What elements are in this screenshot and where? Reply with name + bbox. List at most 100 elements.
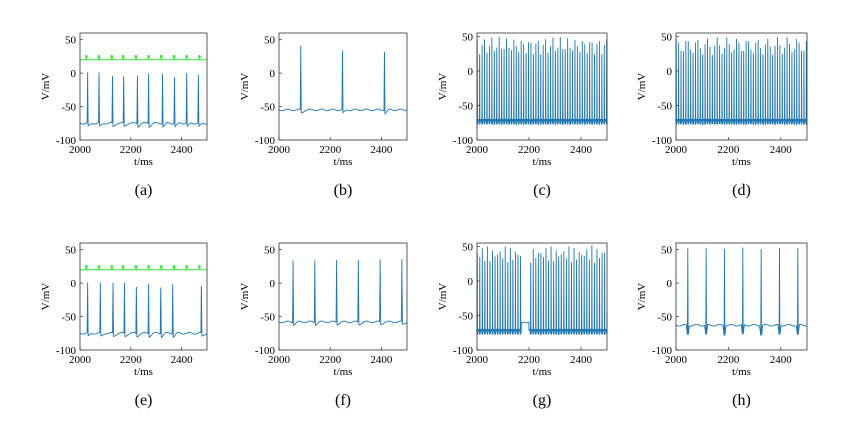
- axes-frame: [278, 32, 408, 141]
- x-tick-label: 2200: [717, 354, 740, 366]
- panel-5: -100 -50 0 50 2000 2200 2400 t/ms V/mV: [239, 242, 408, 378]
- x-tick-label: 2200: [518, 144, 541, 156]
- stimulus-pulse-marker: [134, 265, 138, 268]
- y-axis-label: V/mV: [636, 73, 648, 101]
- stimulus-pulse-marker: [159, 265, 163, 268]
- y-axis-label: V/mV: [437, 73, 449, 101]
- panel-caption-label: (b): [333, 182, 353, 199]
- stimulus-pulse-marker: [110, 55, 114, 58]
- x-tick-label: 2400: [370, 144, 393, 156]
- x-tick-label: 2400: [570, 354, 593, 366]
- y-tick-label: -100: [56, 135, 77, 147]
- y-axis-label: V/mV: [636, 283, 648, 311]
- x-tick-label: 2400: [770, 144, 793, 156]
- axes-frame: [476, 32, 608, 141]
- stimulus-pulse-marker: [159, 55, 163, 58]
- x-tick-label: 2000: [69, 354, 92, 366]
- stimulus-pulse-marker: [97, 265, 101, 268]
- stimulus-pulse-marker: [185, 55, 189, 58]
- stimulus-pulse-marker: [97, 55, 101, 58]
- series-voltage-line: [278, 259, 408, 327]
- y-axis-label: V/mV: [437, 283, 449, 311]
- x-tick-label: 2000: [665, 354, 688, 366]
- y-tick-label: 0: [71, 278, 77, 290]
- y-axis-label: V/mV: [40, 73, 52, 101]
- stimulus-pulse-marker: [197, 55, 201, 58]
- y-tick-label: -100: [255, 345, 276, 357]
- panel-caption-label: (c): [533, 182, 551, 199]
- x-axis-label: t/ms: [134, 366, 153, 378]
- y-tick-label: -50: [458, 100, 473, 112]
- series-voltage-line: [675, 247, 808, 336]
- x-tick-label: 2000: [268, 144, 291, 156]
- series-voltage-line: [675, 37, 808, 125]
- y-tick-label: -50: [657, 312, 672, 324]
- x-tick-label: 2200: [120, 144, 143, 156]
- x-axis-label: t/ms: [134, 156, 153, 168]
- y-tick-label: 0: [468, 66, 474, 78]
- panel-caption-label: (g): [532, 392, 552, 409]
- y-tick-label: -50: [61, 312, 76, 324]
- y-tick-label: 50: [661, 245, 673, 257]
- axes-frame: [675, 242, 808, 351]
- y-axis-label: V/mV: [40, 283, 52, 311]
- panel-1: -100 -50 0 50 2000 2200 2400 t/ms V/mV: [239, 32, 408, 168]
- x-tick-label: 2000: [665, 144, 688, 156]
- y-tick-label: -50: [61, 102, 76, 114]
- x-tick-label: 2000: [69, 144, 92, 156]
- x-tick-label: 2200: [717, 144, 740, 156]
- stimulus-pulse-marker: [197, 265, 201, 268]
- y-tick-label: 0: [270, 278, 276, 290]
- y-tick-label: 0: [270, 68, 276, 80]
- stimulus-pulse-marker: [84, 55, 88, 58]
- x-axis-label: t/ms: [533, 366, 552, 378]
- stimulus-pulse-marker: [134, 55, 138, 58]
- x-tick-label: 2400: [770, 354, 793, 366]
- series-voltage-line: [476, 36, 608, 125]
- stimulus-pulse-marker: [84, 265, 88, 268]
- x-tick-label: 2200: [120, 354, 143, 366]
- x-tick-label: 2400: [570, 144, 593, 156]
- axes-frame: [79, 32, 208, 141]
- y-tick-label: -100: [453, 135, 474, 147]
- series-voltage-line: [278, 45, 408, 115]
- y-tick-label: 50: [264, 245, 276, 257]
- stimulus-pulse-marker: [147, 55, 150, 58]
- y-tick-label: 0: [71, 68, 77, 80]
- series-voltage-line: [79, 72, 208, 129]
- stimulus-pulse-marker: [172, 55, 176, 58]
- panel-3: -100 -50 0 50 2000 2200 2400 t/ms V/mV: [636, 31, 808, 168]
- y-tick-label: 50: [65, 35, 77, 47]
- panel-6: -100 -50 0 50 2000 2200 2400 t/ms V/mV: [437, 241, 608, 378]
- x-axis-label: t/ms: [334, 366, 353, 378]
- x-axis-label: t/ms: [732, 366, 751, 378]
- panel-caption-label: (a): [134, 182, 153, 199]
- axes-frame: [476, 242, 608, 351]
- stimulus-pulse-marker: [121, 55, 125, 58]
- x-tick-label: 2000: [268, 354, 291, 366]
- y-tick-label: -100: [255, 135, 276, 147]
- x-tick-label: 2200: [319, 354, 342, 366]
- panel-caption-label: (h): [732, 392, 751, 409]
- y-tick-label: -100: [652, 135, 673, 147]
- y-tick-label: -50: [458, 310, 473, 322]
- x-tick-label: 2000: [466, 144, 489, 156]
- y-tick-label: -100: [453, 345, 474, 357]
- x-axis-label: t/ms: [334, 156, 353, 168]
- stimulus-pulse-marker: [121, 265, 125, 268]
- x-tick-label: 2200: [319, 144, 342, 156]
- series-voltage-line: [79, 282, 208, 339]
- x-tick-label: 2400: [171, 144, 194, 156]
- y-tick-label: 0: [468, 276, 474, 288]
- y-tick-label: -50: [260, 102, 275, 114]
- stimulus-pulse-marker: [110, 265, 114, 268]
- panel-caption-label: (e): [134, 392, 153, 409]
- stimulus-pulse-marker: [185, 265, 189, 268]
- stimulus-pulse-marker: [147, 265, 150, 268]
- y-axis-label: V/mV: [239, 283, 251, 311]
- axes-frame: [675, 32, 808, 141]
- y-tick-label: 50: [65, 245, 77, 257]
- stimulus-pulse-marker: [172, 265, 176, 268]
- y-tick-label: 0: [667, 278, 673, 290]
